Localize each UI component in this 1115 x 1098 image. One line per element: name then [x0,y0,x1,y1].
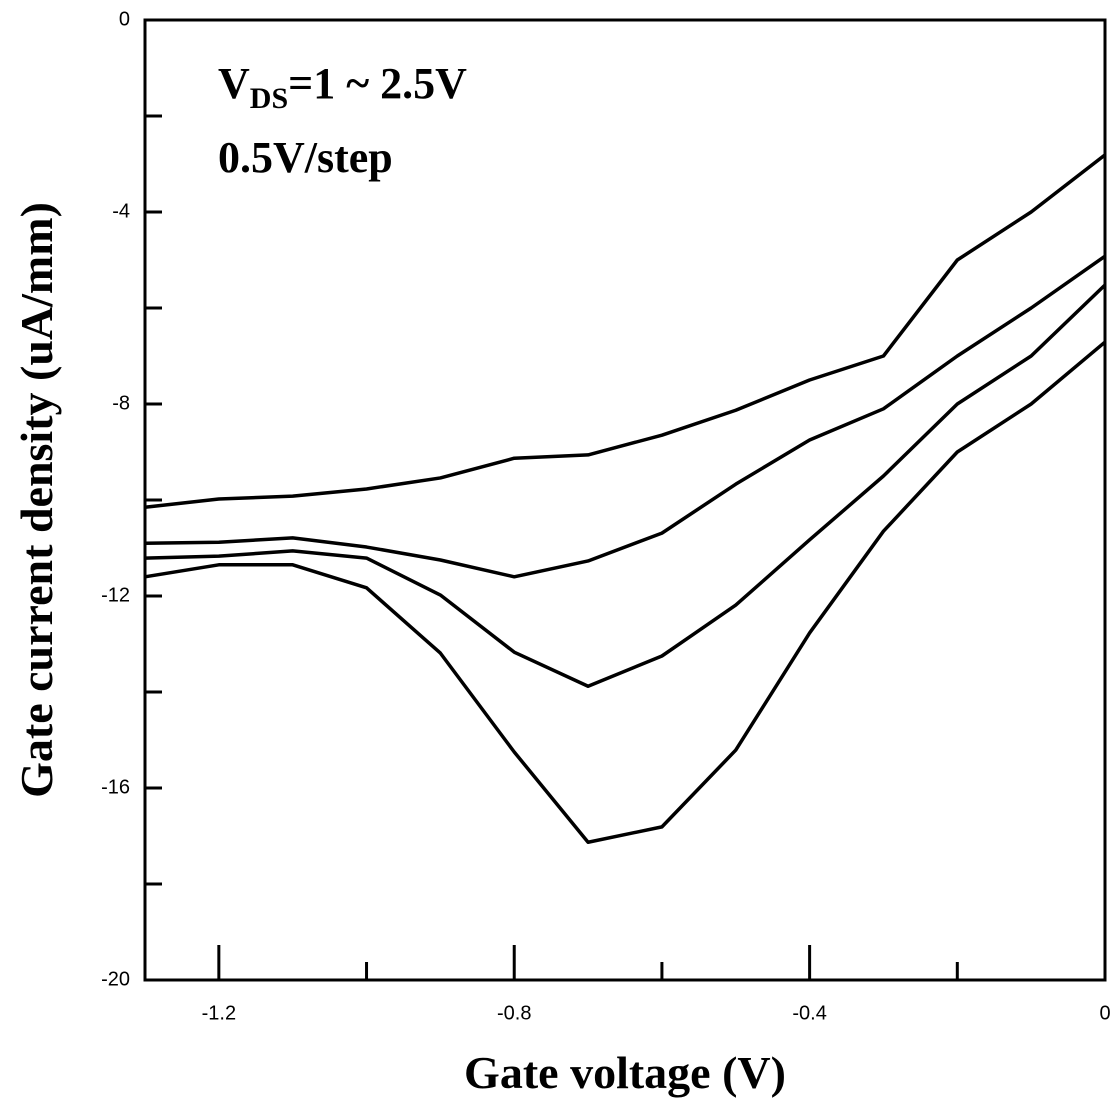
y-tick-label: -12 [101,584,130,606]
y-tick-label: -4 [112,200,130,222]
y-tick-label: -16 [101,776,130,798]
data-line [144,340,1107,844]
x-tick-label: -0.8 [497,1002,531,1024]
annotation-rest: =1 ~ 2.5V [288,59,467,108]
x-tick-label: 0 [1099,1002,1110,1024]
y-tick-label: -8 [112,392,130,414]
y-tick-label: 0 [119,8,130,30]
x-tick-label: -0.4 [792,1002,826,1024]
x-tick-label: -1.2 [202,1002,236,1024]
annotation: 0.5V/step [218,133,393,182]
annotation: VDS=1 ~ 2.5V [218,59,467,115]
annotation-main: V [218,59,250,108]
data-line [144,283,1107,688]
y-axis-title: Gate current density (uA/mm) [11,202,62,798]
y-tick-label: -20 [101,968,130,990]
data-line [144,153,1107,509]
x-axis-title: Gate voltage (V) [464,1047,786,1098]
data-line [144,254,1107,579]
annotation-sub: DS [250,82,288,115]
